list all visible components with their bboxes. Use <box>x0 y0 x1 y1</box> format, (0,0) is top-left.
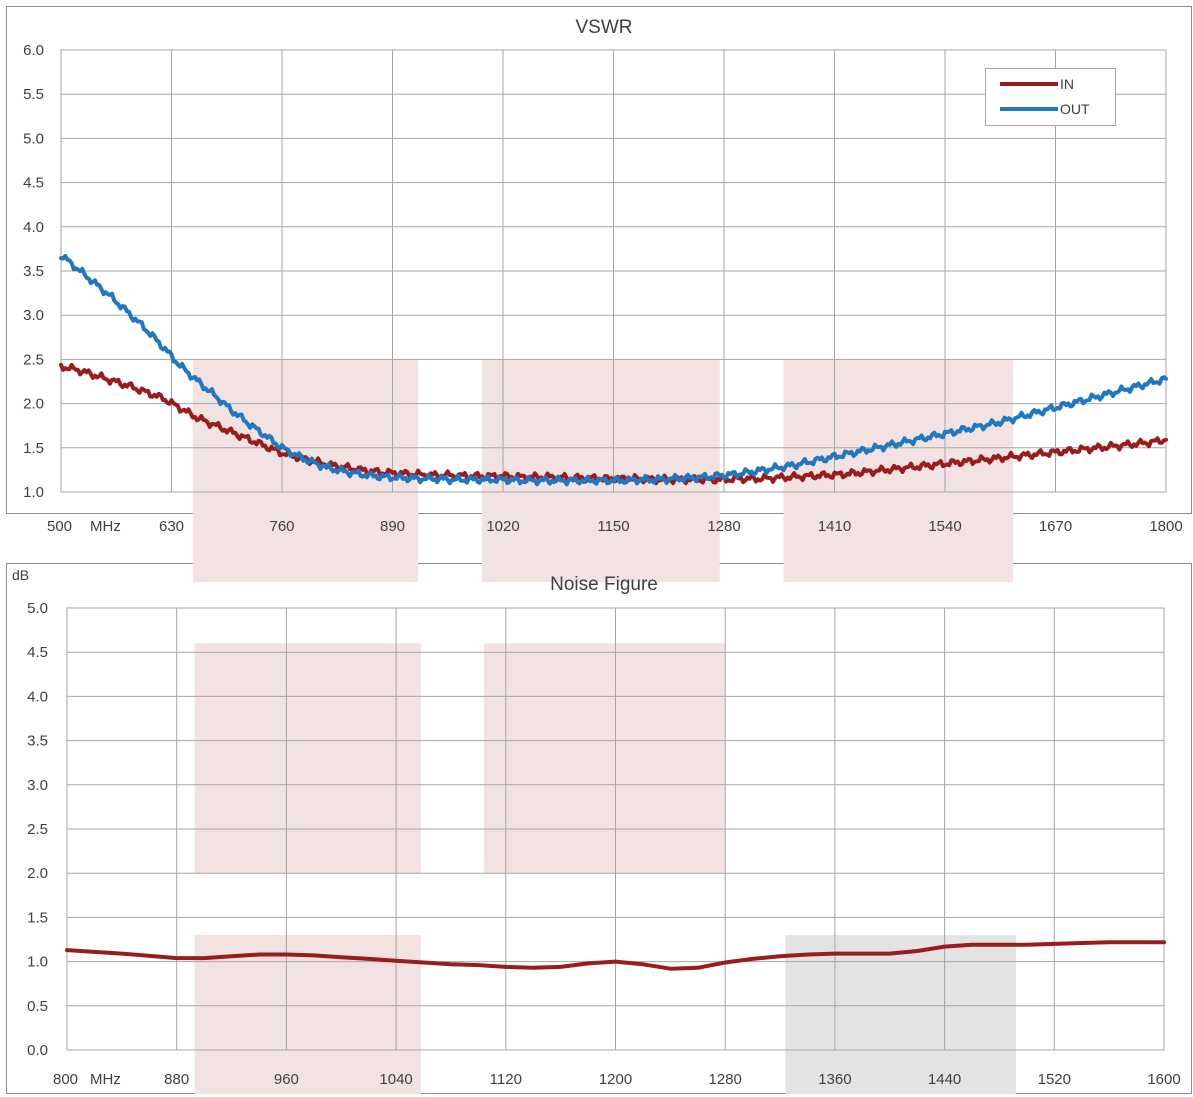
nf-x-tick-label: 1040 <box>379 1071 412 1088</box>
vswr-series-out-line <box>59 254 1168 487</box>
vswr-y-tick-label: 5.5 <box>23 86 44 103</box>
vswr-x-unit: MHz <box>90 518 121 535</box>
nf-y-tick-label: 2.0 <box>27 865 48 882</box>
nf-x-tick-label: 1600 <box>1147 1071 1180 1088</box>
vswr-x-tick-label: 1020 <box>486 518 519 535</box>
nf-shaded-band-0 <box>194 643 421 874</box>
legend-box <box>985 68 1116 126</box>
vswr-x-tick-label: 1670 <box>1039 518 1072 535</box>
vswr-y-tick-label: 3.0 <box>23 307 44 324</box>
nf-y-tick-label: 4.5 <box>27 644 48 661</box>
vswr-x-tick-label: 500 <box>47 518 72 535</box>
nf-x-tick-label: 1520 <box>1038 1071 1071 1088</box>
nf-shaded-band-1 <box>483 643 726 874</box>
nf-y-tick-label: 0.5 <box>27 998 48 1015</box>
vswr-x-tick-label: 760 <box>269 518 294 535</box>
nf-y-tick-label: 4.0 <box>27 688 48 705</box>
nf-y-tick-label: 1.5 <box>27 909 48 926</box>
vswr-shaded-band-0 <box>192 359 418 582</box>
nf-y-tick-label: 3.0 <box>27 777 48 794</box>
vswr-shaded-band-2 <box>783 359 1013 582</box>
nf-x-tick-label: 960 <box>274 1071 299 1088</box>
vswr-y-tick-label: 2.5 <box>23 351 44 368</box>
vswr-x-tick-label: 890 <box>380 518 405 535</box>
vswr-legend: IN OUT <box>985 68 1116 126</box>
vswr-x-tick-label: 1410 <box>818 518 851 535</box>
legend-in-label: IN <box>1060 76 1074 92</box>
vswr-x-tick-label: 630 <box>159 518 184 535</box>
nf-plot-frame <box>66 607 1165 1051</box>
vswr-y-tick-label: 1.5 <box>23 440 44 457</box>
nf-x-tick-label: 1200 <box>599 1071 632 1088</box>
legend-out-label: OUT <box>1060 101 1090 117</box>
nf-y-tick-label: 3.5 <box>27 733 48 750</box>
vswr-y-tick-label: 5.0 <box>23 130 44 147</box>
nf-x-tick-label: 880 <box>164 1071 189 1088</box>
nf-y-tick-label: 0.0 <box>27 1042 48 1059</box>
vswr-shaded-band-1 <box>481 359 720 582</box>
nf-x-tick-label: 1120 <box>490 1071 522 1088</box>
nf-x-tick-label: 1360 <box>818 1071 851 1088</box>
noise-figure-y-unit: dB <box>12 567 29 583</box>
vswr-y-tick-label: 1.0 <box>23 484 44 501</box>
vswr-y-tick-label: 6.0 <box>23 42 44 59</box>
nf-y-tick-label: 2.5 <box>27 821 48 838</box>
vswr-plot-frame <box>60 49 1167 493</box>
nf-x-tick-label: 800 <box>53 1071 78 1088</box>
nf-y-tick-label: 1.0 <box>27 954 48 971</box>
nf-x-tick-label: 1280 <box>709 1071 742 1088</box>
vswr-y-tick-label: 4.5 <box>23 175 44 192</box>
vswr-y-tick-label: 4.0 <box>23 219 44 236</box>
vswr-x-tick-label: 1150 <box>597 518 629 535</box>
vswr-x-tick-label: 1540 <box>928 518 961 535</box>
noise-figure-title: Noise Figure <box>550 574 658 595</box>
nf-series-0-line <box>65 940 1166 971</box>
vswr-x-tick-label: 1800 <box>1149 518 1182 535</box>
noise-figure-x-unit: MHz <box>90 1071 121 1088</box>
vswr-y-tick-label: 3.5 <box>23 263 44 280</box>
vswr-title: VSWR <box>576 17 633 38</box>
nf-x-tick-label: 1440 <box>928 1071 961 1088</box>
vswr-x-tick-label: 1280 <box>707 518 740 535</box>
nf-y-tick-label: 5.0 <box>27 600 48 617</box>
vswr-y-tick-label: 2.0 <box>23 396 44 413</box>
